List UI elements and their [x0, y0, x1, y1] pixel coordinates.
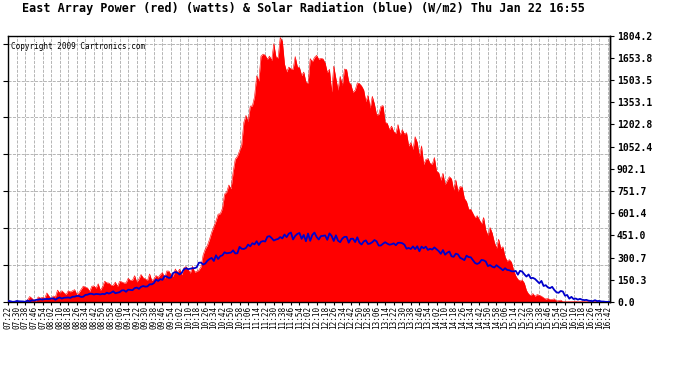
Text: East Array Power (red) (watts) & Solar Radiation (blue) (W/m2) Thu Jan 22 16:55: East Array Power (red) (watts) & Solar R…: [22, 2, 585, 15]
Text: Copyright 2009 Cartronics.com: Copyright 2009 Cartronics.com: [11, 42, 146, 51]
